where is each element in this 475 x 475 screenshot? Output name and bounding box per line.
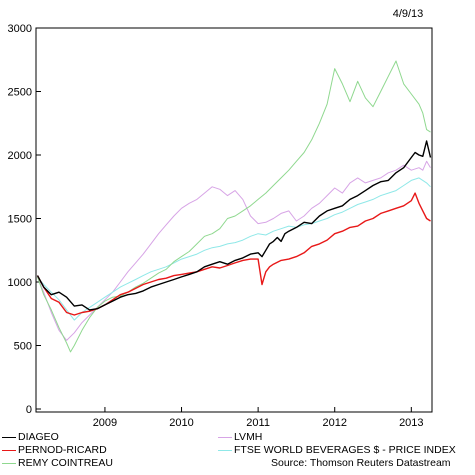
- series-lines: [36, 60, 432, 353]
- legend-label-remy-cointreau: REMY COINTREAU: [18, 457, 113, 469]
- y-tick-label: 2000: [8, 150, 32, 162]
- x-tick-label: 2012: [322, 417, 346, 429]
- x-tick-label: 2009: [93, 417, 117, 429]
- source-note: Source: Thomson Reuters Datastream: [271, 457, 451, 469]
- legend-swatch-pernod-ricard: [2, 449, 16, 451]
- legend-swatch-ftse-world-beverages: [218, 449, 232, 451]
- x-tick-label: 2010: [169, 417, 193, 429]
- series-line-pernod-ricard: [36, 192, 431, 316]
- legend-swatch-lvmh: [218, 436, 232, 438]
- series-line-ftse-world-beverages-price-index: [37, 177, 431, 321]
- series-line-lvmh: [37, 160, 431, 341]
- y-tick-label: 2500: [8, 87, 32, 99]
- y-tick-label: 0: [26, 404, 32, 416]
- legend-label-diageo: DIAGEO: [18, 431, 59, 443]
- legend-item-remy-cointreau: REMY COINTREAU: [2, 457, 113, 469]
- legend-label-lvmh: LVMH: [234, 431, 263, 443]
- y-tick-label: 1000: [8, 277, 32, 289]
- plot-frame: [35, 27, 433, 413]
- legend-label-ftse-world-beverages: FTSE WORLD BEVERAGES $ - PRICE INDEX: [234, 444, 456, 456]
- legend-swatch-diageo: [2, 436, 16, 438]
- legend-item-pernod-ricard: PERNOD-RICARD: [2, 444, 107, 456]
- x-tick-label: 2013: [399, 417, 423, 429]
- date-stamp: 4/9/13: [393, 8, 424, 20]
- legend-item-ftse-world-beverages: FTSE WORLD BEVERAGES $ - PRICE INDEX: [218, 444, 456, 456]
- y-tick-label: 500: [14, 341, 32, 353]
- y-axis-ticks: 0 500 1000 1500 2000 2500 3000: [8, 23, 41, 416]
- y-tick-label: 1500: [8, 214, 32, 226]
- series-line-remy-cointreau: [37, 60, 431, 353]
- legend-item-lvmh: LVMH: [218, 431, 262, 443]
- x-axis-ticks: 2009 2010 2011 2012 2013: [93, 407, 424, 429]
- y-tick-label: 3000: [8, 23, 32, 35]
- legend-swatch-remy-cointreau: [2, 462, 16, 464]
- x-tick-label: 2011: [246, 417, 270, 429]
- legend-label-pernod-ricard: PERNOD-RICARD: [18, 444, 107, 456]
- series-line-diageo: [36, 140, 432, 311]
- legend-item-diageo: DIAGEO: [2, 431, 59, 443]
